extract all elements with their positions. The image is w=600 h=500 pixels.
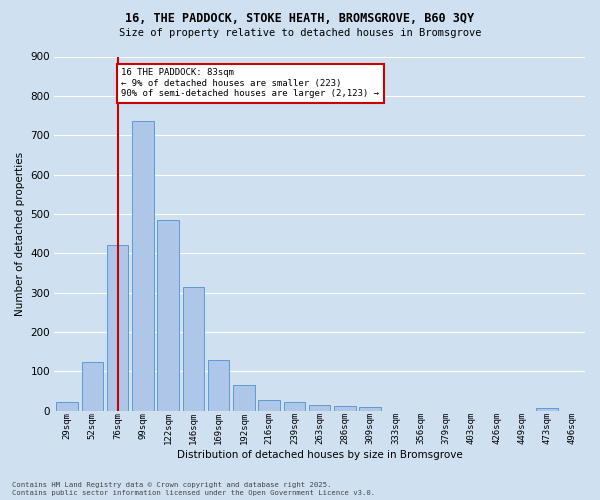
Bar [259, 400, 280, 411]
Bar [56, 402, 78, 411]
Text: Size of property relative to detached houses in Bromsgrove: Size of property relative to detached ho… [119, 28, 481, 38]
Bar [82, 362, 103, 411]
Bar [359, 408, 381, 411]
Y-axis label: Number of detached properties: Number of detached properties [15, 152, 25, 316]
Bar [132, 122, 154, 411]
Bar [309, 405, 331, 411]
X-axis label: Distribution of detached houses by size in Bromsgrove: Distribution of detached houses by size … [177, 450, 463, 460]
Bar [157, 220, 179, 411]
Bar [284, 402, 305, 411]
Text: Contains HM Land Registry data © Crown copyright and database right 2025.: Contains HM Land Registry data © Crown c… [12, 482, 331, 488]
Bar [233, 385, 254, 411]
Bar [182, 287, 204, 411]
Text: 16 THE PADDOCK: 83sqm
← 9% of detached houses are smaller (223)
90% of semi-deta: 16 THE PADDOCK: 83sqm ← 9% of detached h… [121, 68, 379, 98]
Bar [536, 408, 558, 411]
Text: 16, THE PADDOCK, STOKE HEATH, BROMSGROVE, B60 3QY: 16, THE PADDOCK, STOKE HEATH, BROMSGROVE… [125, 12, 475, 26]
Bar [107, 246, 128, 411]
Text: Contains public sector information licensed under the Open Government Licence v3: Contains public sector information licen… [12, 490, 375, 496]
Bar [208, 360, 229, 411]
Bar [334, 406, 356, 411]
